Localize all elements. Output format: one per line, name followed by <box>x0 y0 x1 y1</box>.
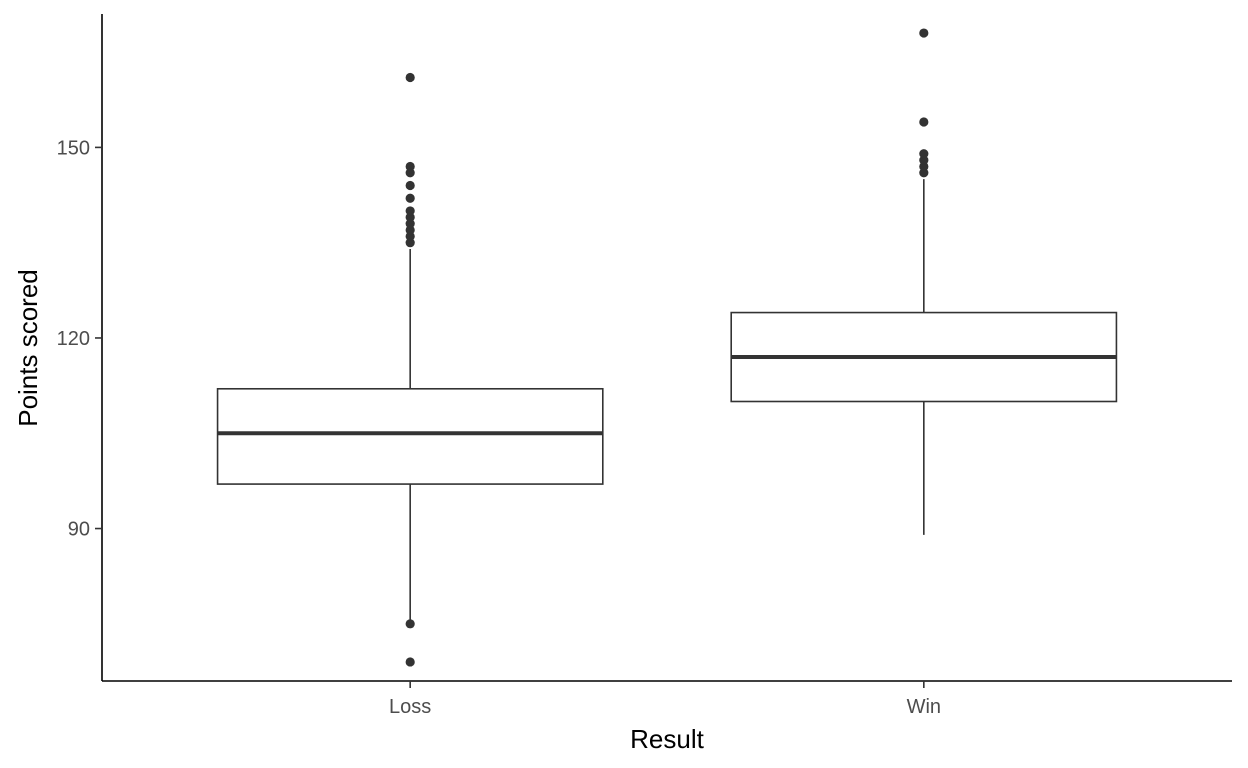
box-loss <box>216 72 604 667</box>
x-axis-title: Result <box>630 724 704 754</box>
outlier-point-loss <box>405 212 415 222</box>
outlier-point-loss <box>405 238 415 248</box>
y-tick-label: 150 <box>57 137 90 159</box>
outlier-point-loss <box>405 168 415 178</box>
axes <box>101 14 1232 682</box>
outlier-point-loss <box>405 161 415 172</box>
outlier-point-loss <box>405 180 415 191</box>
outlier-point-win <box>919 161 929 172</box>
plot-marks <box>216 28 1118 667</box>
outlier-point-loss <box>405 657 415 667</box>
outlier-point-loss <box>405 72 415 83</box>
box-win <box>730 28 1118 535</box>
outlier-point-loss <box>405 219 415 229</box>
outlier-point-win <box>919 117 929 127</box>
outlier-point-win <box>919 149 929 159</box>
outlier-point-loss <box>405 231 415 241</box>
x-tick-label: Loss <box>389 696 431 718</box>
outlier-point-loss <box>405 193 415 203</box>
outlier-point-loss <box>405 206 415 216</box>
x-ticks: Loss Win <box>389 681 941 718</box>
x-tick-label: Win <box>907 696 941 718</box>
outlier-point-loss <box>405 225 415 235</box>
y-axis-title: Points scored <box>13 269 43 427</box>
y-ticks: 90 120 150 <box>57 137 102 541</box>
y-tick-label: 120 <box>57 328 90 350</box>
y-tick-label: 90 <box>68 519 90 541</box>
outlier-point-loss <box>405 619 415 629</box>
outlier-point-win <box>919 168 929 178</box>
outlier-point-win <box>919 155 929 165</box>
outlier-point-win <box>919 28 929 38</box>
iqr-box-loss <box>216 387 604 485</box>
